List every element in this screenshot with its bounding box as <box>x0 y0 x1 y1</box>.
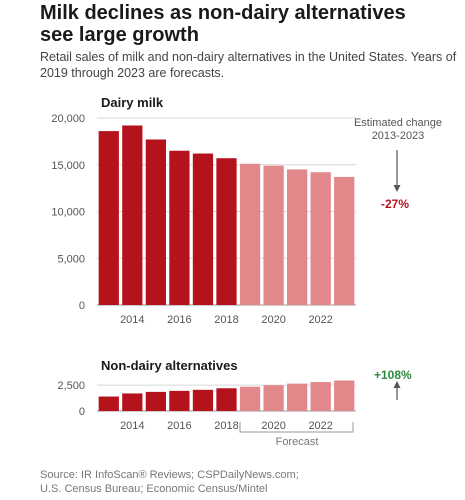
dairy-bar-2016 <box>169 150 190 305</box>
nondairy-xtick-label: 2014 <box>120 420 144 432</box>
chart-title: Milk declines as non-dairy alternatives … <box>40 2 406 46</box>
estimated-change-line1: Estimated change <box>353 117 443 129</box>
nondairy-bar-2019 <box>239 386 261 411</box>
forecast-bracket <box>239 422 354 433</box>
nondairy-xtick-label: 2016 <box>167 420 191 432</box>
dairy-bar-2014 <box>122 125 143 305</box>
nondairy-bar-2013 <box>98 396 119 411</box>
nondairy-xtick-label: 2020 <box>261 420 285 432</box>
nondairy-bar-2014 <box>122 393 143 411</box>
nondairy-bar-2023 <box>334 380 355 411</box>
nondairy-bar-2021 <box>287 383 308 411</box>
dairy-xtick-label: 2022 <box>308 314 332 326</box>
dairy-bar-2015 <box>145 139 166 305</box>
nondairy-bar-2018 <box>216 388 237 411</box>
nondairy-ytick-label: 2,500 <box>57 380 85 392</box>
chart-subtitle: Retail sales of milk and non-dairy alter… <box>40 50 457 80</box>
dairy-bar-2013 <box>98 131 119 305</box>
dairy-bar-2019 <box>239 163 261 305</box>
nondairy-bar-2015 <box>145 391 166 411</box>
dairy-bar-2018 <box>216 158 237 305</box>
annotation-graphics <box>239 150 401 433</box>
nondairy-xtick-label: 2022 <box>308 420 332 432</box>
nondairy-panel-title: Non-dairy alternatives <box>101 358 238 373</box>
dairy-change-value: -27% <box>381 197 410 211</box>
dairy-ytick-label: 10,000 <box>51 207 85 219</box>
source-line-1: Source: IR InfoScan® Reviews; CSPDailyNe… <box>40 469 299 481</box>
up-arrow-head <box>393 381 401 388</box>
forecast-label: Forecast <box>275 436 319 448</box>
dairy-xtick-label: 2020 <box>261 314 285 326</box>
dairy-panel-title: Dairy milk <box>101 95 164 110</box>
nondairy-bar-2022 <box>310 382 331 411</box>
dairy-ytick-label: 15,000 <box>51 160 85 172</box>
estimated-change-line2: 2013-2023 <box>371 130 425 142</box>
dairy-bar-2017 <box>192 153 214 305</box>
nondairy-bar-2020 <box>263 385 284 411</box>
dairy-ytick-label: 5,000 <box>57 253 85 265</box>
nondairy-change-value: +108% <box>374 368 412 382</box>
nondairy-chart: 0 2,500 2014 2016 2018 2020 2022 <box>57 380 356 432</box>
dairy-bar-2021 <box>287 169 308 305</box>
nondairy-xtick-label: 2018 <box>214 420 238 432</box>
nondairy-bar-2017 <box>192 389 214 411</box>
dairy-ytick-label: 20,000 <box>51 113 85 125</box>
dairy-ytick-label: 0 <box>79 300 85 312</box>
dairy-xtick-label: 2016 <box>167 314 191 326</box>
dairy-xtick-label: 2014 <box>120 314 144 326</box>
nondairy-ytick-label: 0 <box>79 406 85 418</box>
estimated-change-label: Estimated change 2013-2023 <box>348 117 448 143</box>
dairy-bar-2020 <box>263 165 284 305</box>
nondairy-bar-2016 <box>169 390 190 411</box>
dairy-xtick-label: 2018 <box>214 314 238 326</box>
source-note: Source: IR InfoScan® Reviews; CSPDailyNe… <box>40 468 440 496</box>
dairy-bar-2023 <box>334 176 355 305</box>
down-arrow-head <box>393 185 401 192</box>
dairy-milk-chart: 0 5,000 10,000 15,000 20,000 2014 2016 2018 2020… <box>51 113 356 326</box>
source-line-2: U.S. Census Bureau; Economic Census/Mint… <box>40 483 268 495</box>
dairy-bar-2022 <box>310 172 331 305</box>
